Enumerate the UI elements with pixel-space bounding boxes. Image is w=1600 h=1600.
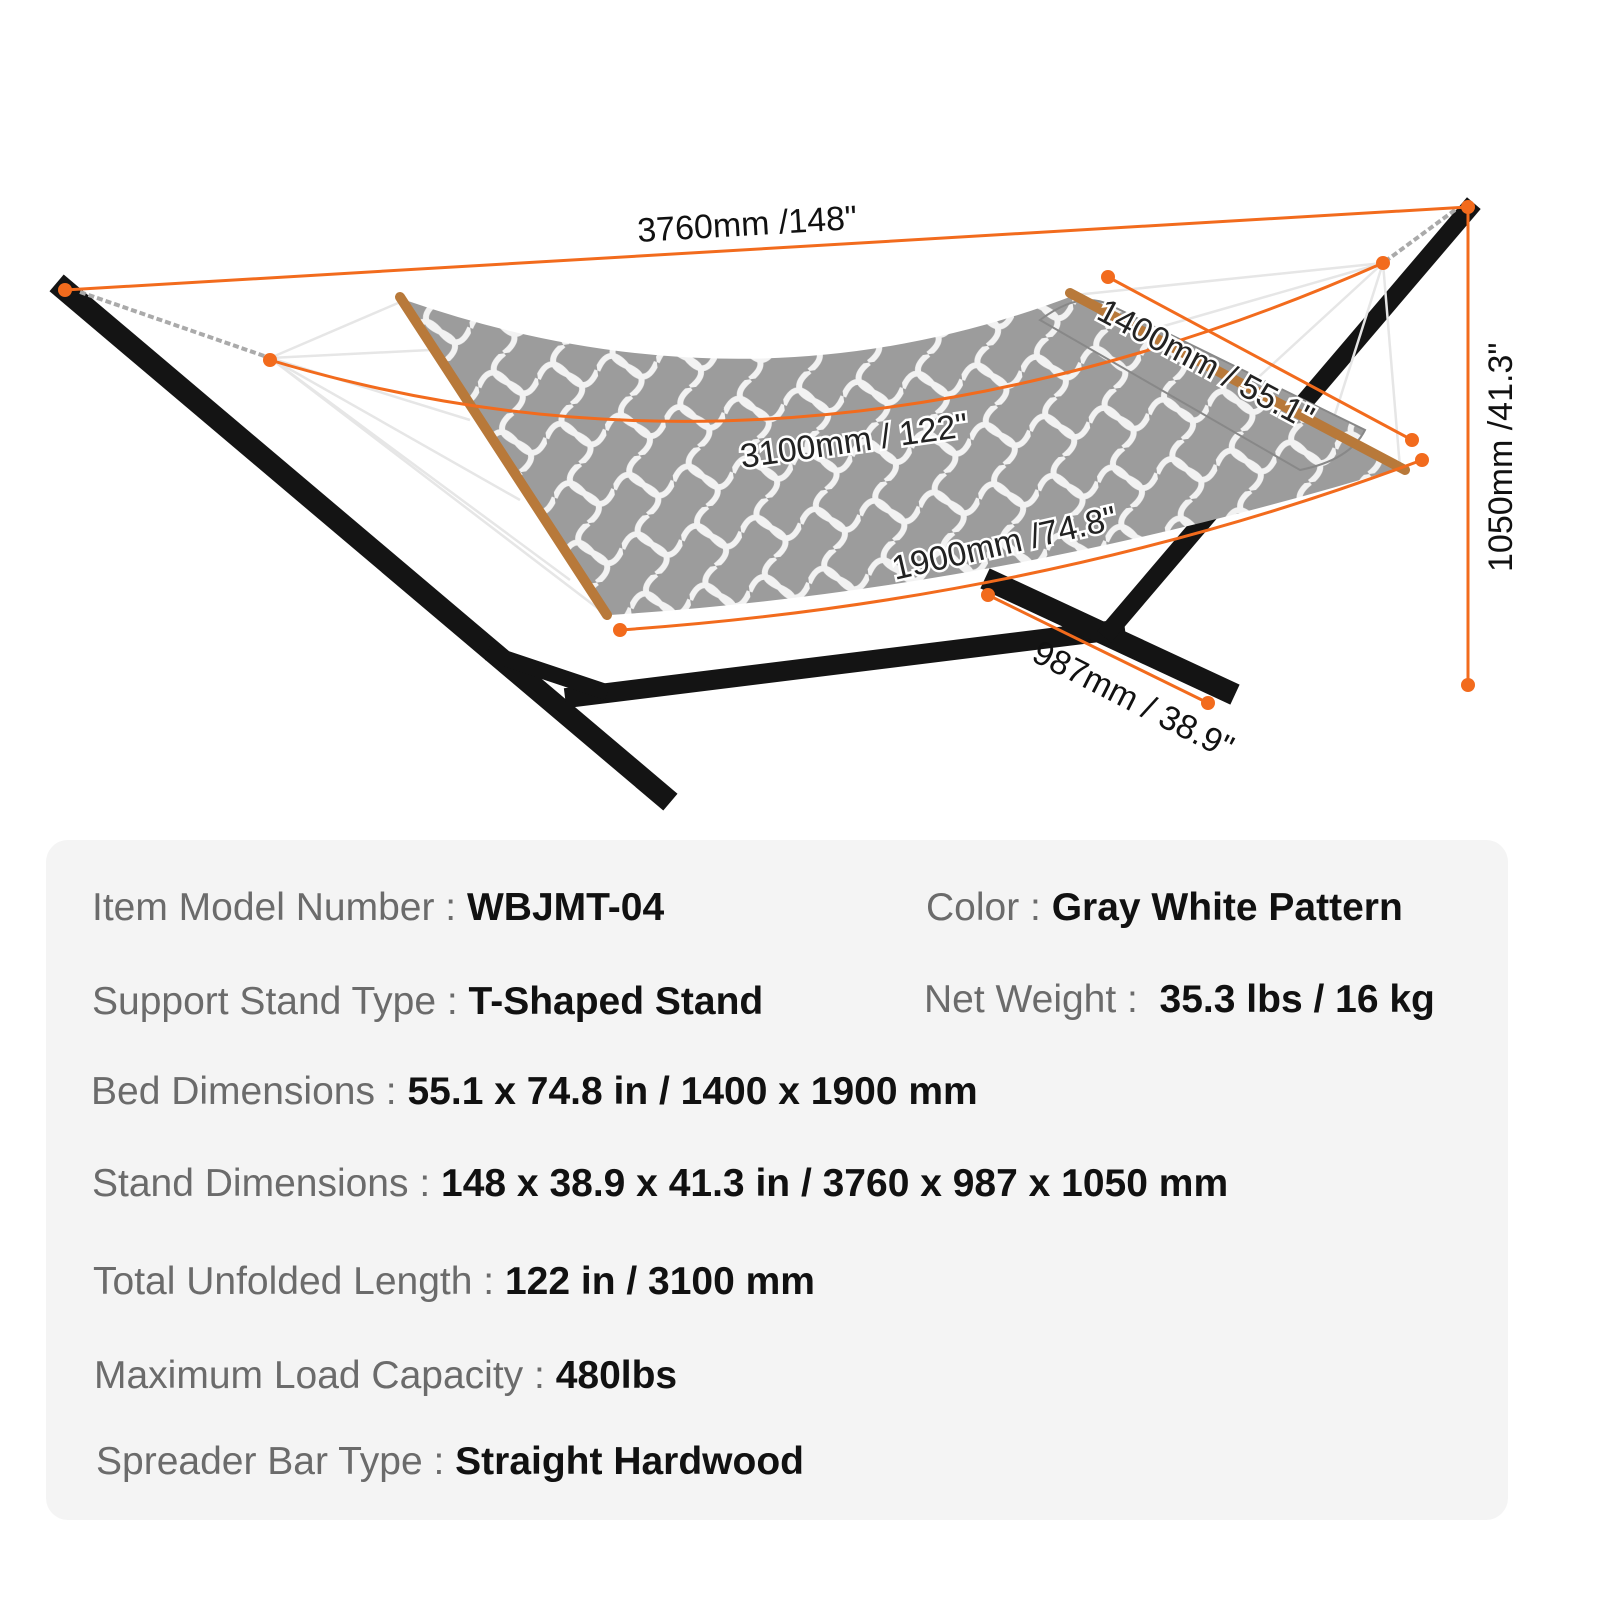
dimension-dots bbox=[58, 200, 1475, 710]
spec-bed-dimensions: Bed Dimensions : 55.1 x 74.8 in / 1400 x… bbox=[91, 1070, 978, 1114]
spreader-bar-right bbox=[1065, 288, 1410, 475]
dimension-lines bbox=[64, 205, 1470, 705]
hammock-chains bbox=[79, 208, 1457, 360]
spec-color: Color : Gray White Pattern bbox=[926, 886, 1403, 930]
spec-stand-dimensions: Stand Dimensions : 148 x 38.9 x 41.3 in … bbox=[92, 1162, 1228, 1206]
spec-value: 148 x 38.9 x 41.3 in / 3760 x 987 x 1050… bbox=[441, 1162, 1229, 1205]
spec-value: 55.1 x 74.8 in / 1400 x 1900 mm bbox=[407, 1070, 978, 1113]
spec-spreader-bar: Spreader Bar Type : Straight Hardwood bbox=[96, 1440, 804, 1484]
spec-label: Maximum Load Capacity : bbox=[94, 1354, 556, 1397]
spec-value: 35.3 lbs / 16 kg bbox=[1159, 978, 1435, 1021]
spec-label: Support Stand Type : bbox=[92, 980, 469, 1023]
spec-net-weight: Net Weight : 35.3 lbs / 16 kg bbox=[924, 978, 1435, 1022]
spec-label: Net Weight : bbox=[924, 978, 1160, 1021]
spec-label: Color : bbox=[926, 886, 1052, 929]
spec-max-load: Maximum Load Capacity : 480lbs bbox=[94, 1354, 677, 1398]
spec-value: WBJMT-04 bbox=[466, 886, 665, 929]
spec-label: Item Model Number : bbox=[92, 886, 467, 929]
spec-value: Straight Hardwood bbox=[455, 1440, 804, 1483]
spec-unfolded-length: Total Unfolded Length : 122 in / 3100 mm bbox=[93, 1260, 815, 1304]
spreader-bar-left bbox=[395, 292, 612, 620]
spec-model: Item Model Number : WBJMT-04 bbox=[92, 886, 664, 930]
hammock-dimension-illustration: 3760mm /148" 3100mm / 122" 1400mm / 55.1… bbox=[49, 197, 1520, 811]
spec-label: Total Unfolded Length : bbox=[93, 1260, 505, 1303]
pillow bbox=[1038, 299, 1367, 472]
dim-total-length: 3760mm /148" bbox=[636, 199, 858, 250]
spec-stand-type: Support Stand Type : T-Shaped Stand bbox=[92, 980, 763, 1024]
spec-label: Stand Dimensions : bbox=[92, 1162, 442, 1205]
spec-value: T-Shaped Stand bbox=[468, 980, 764, 1023]
dim-height: 1050mm /41.3" bbox=[1482, 343, 1520, 572]
specifications-panel: Item Model Number : WBJMT-04 Color : Gra… bbox=[46, 840, 1508, 1520]
spec-value: 122 in / 3100 mm bbox=[504, 1260, 815, 1303]
hammock-stand bbox=[49, 197, 1481, 811]
spec-value: 480lbs bbox=[555, 1354, 678, 1397]
spec-label: Spreader Bar Type : bbox=[96, 1440, 456, 1483]
spec-value: Gray White Pattern bbox=[1051, 886, 1403, 929]
spec-label: Bed Dimensions : bbox=[91, 1070, 408, 1113]
